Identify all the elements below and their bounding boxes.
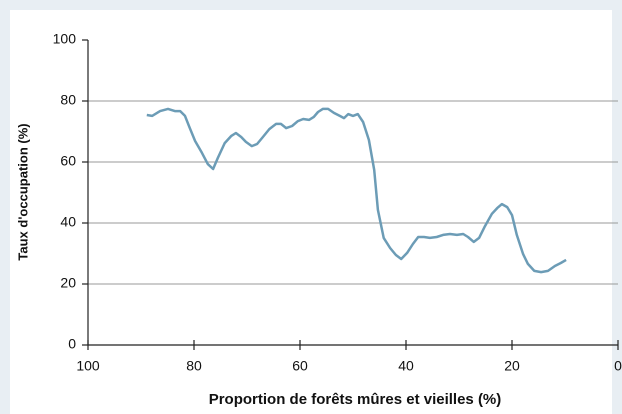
y-tick-label: 0 [68,336,76,352]
x-tick-label: 60 [292,358,308,374]
x-tick-label: 20 [504,358,520,374]
x-tick-label: 0 [614,358,622,374]
x-tick-label: 80 [186,358,202,374]
y-tick-label: 40 [60,214,76,230]
panel [10,10,612,414]
y-tick-label: 100 [53,31,77,47]
y-tick-label: 20 [60,275,76,291]
x-tick-label: 40 [398,358,414,374]
y-tick-label: 60 [60,153,76,169]
data-line [146,107,567,274]
x-tick-label: 100 [76,358,100,374]
y-axis-label: Taux d'occupation (%) [15,123,30,260]
y-tick-label: 80 [60,92,76,108]
x-axis-label: Proportion de forêts mûres et vieilles (… [209,391,502,408]
